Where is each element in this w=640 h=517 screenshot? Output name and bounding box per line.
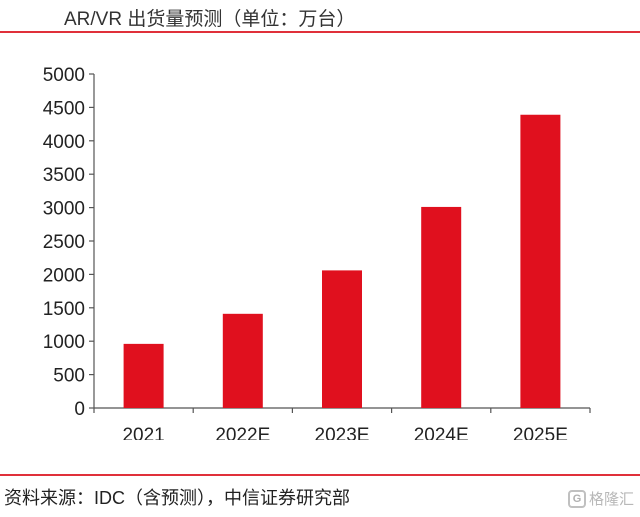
top-divider	[0, 31, 640, 33]
x-tick-label: 2021	[122, 425, 164, 440]
x-tick-label: 2025E	[513, 425, 568, 440]
bar-2022E	[222, 313, 263, 408]
y-tick-label: 1500	[43, 299, 85, 320]
bar-2025E	[520, 114, 561, 409]
y-tick-label: 500	[53, 366, 85, 387]
watermark: G 格隆汇	[567, 488, 634, 509]
bar-chart: 0 500 1000 1500 2000 2500 3000 3500 4000 4500 5000…	[43, 65, 591, 440]
x-tick-label: 2024E	[414, 425, 469, 440]
bottom-divider	[0, 474, 640, 476]
x-tick-label: 2022E	[215, 425, 270, 440]
y-tick-label: 5000	[43, 65, 85, 86]
y-tick-label: 3500	[43, 165, 85, 186]
y-tick-label: 4000	[43, 132, 85, 153]
x-tick-label: 2023E	[315, 425, 370, 440]
bar-2024E	[421, 206, 462, 408]
y-axis: 0 500 1000 1500 2000 2500 3000 3500 4000 4500 5000	[43, 65, 95, 420]
bar-2021	[123, 343, 164, 408]
x-axis: 2021 2022E 2023E 2024E 2025E	[93, 407, 591, 440]
gelonghui-logo-icon: G	[567, 489, 586, 508]
y-tick-label: 1000	[43, 332, 85, 353]
y-tick-label: 0	[74, 399, 85, 420]
bars	[123, 114, 561, 409]
y-tick-label: 4500	[43, 98, 85, 119]
watermark-text: 格隆汇	[588, 491, 634, 508]
y-tick-label: 2000	[43, 265, 85, 286]
source-note: 资料来源：IDC（含预测），中信证券研究部	[4, 488, 350, 508]
y-tick-label: 2500	[43, 232, 85, 253]
y-tick-label: 3000	[43, 199, 85, 220]
chart-title: AR/VR 出货量预测（单位：万台）	[64, 9, 356, 30]
bar-2023E	[322, 270, 362, 408]
